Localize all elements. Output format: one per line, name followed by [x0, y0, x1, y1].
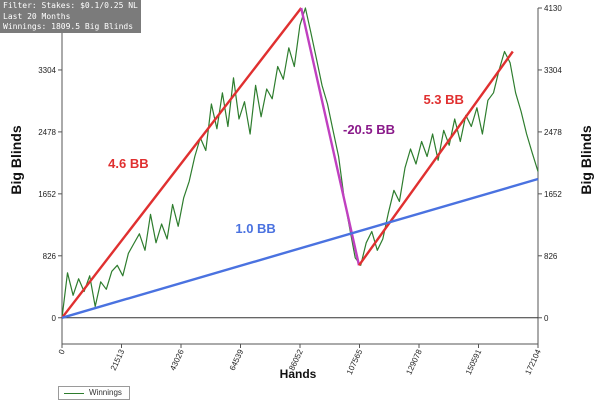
x-tick-label: 150591 [464, 348, 484, 376]
filter-winnings-text: Winnings: 1809.5 Big Blinds [3, 22, 134, 31]
y2-tick-label: 3304 [544, 66, 562, 75]
x-axis-label: Hands [280, 367, 317, 381]
legend-swatch-winnings [64, 393, 84, 394]
filter-period-text: Last 20 Months [3, 11, 71, 21]
y2-tick-label: 4130 [544, 4, 562, 13]
x-tick-label: 0 [57, 348, 67, 356]
y2-tick-label: 826 [544, 252, 558, 261]
y-tick-label: 826 [43, 252, 57, 261]
x-tick-label: 172104 [523, 348, 543, 376]
trend-annotation-4: 5.3 BB [423, 92, 463, 107]
filter-info-box: Filter: Stakes: $0.1/0.25 NL Last 20 Mon… [0, 0, 141, 33]
trend-line-4 [61, 177, 539, 319]
trend-line-3 [358, 50, 514, 267]
y-tick-label: 1652 [38, 190, 56, 199]
series-layer [61, 7, 539, 319]
trend-line-1 [61, 7, 303, 319]
trend-annotation-3: -20.5 BB [343, 122, 395, 137]
legend: Winnings [58, 386, 130, 400]
y2-tick-label: 0 [544, 314, 549, 323]
y2-axis-label: Big Blinds [578, 125, 594, 194]
y-tick-label: 3304 [38, 66, 56, 75]
x-tick-label: 107565 [345, 348, 365, 376]
series-winnings-line [61, 7, 539, 318]
trend-annotation-2: 1.0 BB [235, 221, 275, 236]
trend-line-2 [300, 7, 361, 266]
filter-stakes-text: Filter: Stakes: $0.1/0.25 NL [3, 1, 138, 10]
x-tick-label: 43026 [168, 348, 186, 372]
x-tick-label: 21513 [109, 348, 127, 372]
trend-annotation-1: 4.6 BB [108, 156, 148, 171]
right-axis-ticks: 0 826 1652 2478 3304 4130 [538, 4, 562, 323]
y2-tick-label: 1652 [544, 190, 562, 199]
y2-tick-label: 2478 [544, 128, 562, 137]
y-tick-label: 0 [52, 314, 57, 323]
annotations-layer: 4.6 BB 1.0 BB -20.5 BB 5.3 BB [108, 92, 464, 236]
x-tick-label: 64539 [228, 348, 246, 372]
y-tick-label: 2478 [38, 128, 56, 137]
plot-frame [61, 8, 539, 345]
legend-label-winnings: Winnings [89, 388, 122, 397]
x-tick-label: 129078 [404, 348, 424, 376]
y-axis-label: Big Blinds [8, 125, 24, 194]
